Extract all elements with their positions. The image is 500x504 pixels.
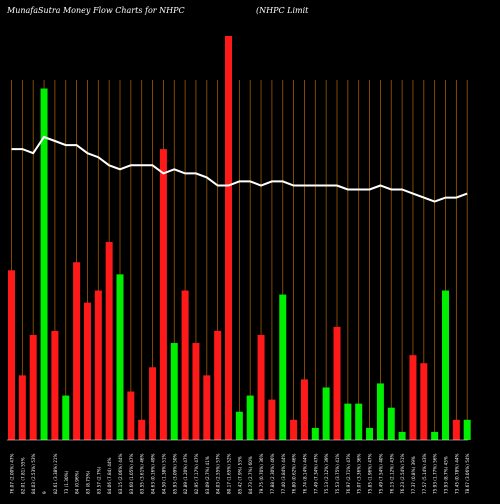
tick-label: 82.01 (7.81) 55% xyxy=(20,457,25,494)
tick-label: 79.75 (0.70%) 36% xyxy=(259,453,264,494)
tick-label: 83.60 (1.05%) 47% xyxy=(129,453,134,494)
bar xyxy=(105,242,113,440)
bar xyxy=(40,88,48,441)
tick-label: 83.15 (2.06%) 44% xyxy=(118,453,123,494)
tick-label: 78.67 (3.06%) 54% xyxy=(465,453,470,494)
bar xyxy=(290,419,298,440)
bar xyxy=(235,411,243,440)
tick-label: 76.13 (2.12%) 43% xyxy=(389,453,394,494)
bar xyxy=(51,330,59,440)
tick-label: 77.40 (3.84%) 44% xyxy=(281,453,286,494)
bar xyxy=(18,375,26,440)
tick-label: 76.23 (2.54%) 51% xyxy=(400,453,405,494)
bar xyxy=(431,431,439,440)
chart-title: MunafaSutra Money Flow Charts for NHPC xyxy=(7,6,185,15)
bar xyxy=(214,330,222,440)
tick-label: 84.06 (7.84) 44% xyxy=(107,457,112,494)
tick-label: 83.55 (3.61%) 46% xyxy=(140,453,145,494)
tick-label: 84.73 (2.7%) 60% xyxy=(248,456,253,494)
bar xyxy=(366,427,374,440)
line-path xyxy=(11,135,468,203)
tick-label: 83.09 (2.7%) 41% xyxy=(205,456,210,494)
bar xyxy=(322,387,330,440)
tick-label: 80.17 (1.65%) 52% xyxy=(227,453,232,494)
tick-label: 73.93 (8.7%) 45% xyxy=(444,456,449,494)
bar xyxy=(73,262,81,440)
tick-label: 85.93 (3.09%) 50% xyxy=(172,453,177,494)
tick-label: 84 (0.96%) xyxy=(75,470,80,494)
tick-label: 85.42 (7.9%) 53% xyxy=(237,456,242,494)
tick-label: 83 (8.75%) xyxy=(85,470,90,494)
tick-label: 75.13 (2.12%) 39% xyxy=(324,453,329,494)
bar xyxy=(355,403,363,440)
tick-label: 75.49 (7.54%) 40% xyxy=(378,453,383,494)
bar xyxy=(138,419,146,440)
bar xyxy=(181,290,189,440)
bar xyxy=(116,274,124,440)
tick-label: 77.37 (0.8%) 39% xyxy=(411,456,416,494)
tick-label: 84.50 (1.38%) 51% xyxy=(161,453,166,494)
bar xyxy=(300,379,308,440)
tick-label: 75.85 (1.96%) 47% xyxy=(368,453,373,494)
tick-label: 9 xyxy=(42,491,47,494)
tick-label: 75.53 (3.75%) 41% xyxy=(335,453,340,494)
bar xyxy=(257,334,265,440)
tick-label: 73.45 (0.78%) 44% xyxy=(454,453,459,494)
bar xyxy=(409,355,417,440)
bar xyxy=(127,391,135,440)
tick-label: 84.03 (2.53%) 53% xyxy=(31,453,36,494)
money-flow-line xyxy=(11,135,468,203)
bar xyxy=(344,403,352,440)
bar xyxy=(62,395,70,440)
tick-label: 75.07 (3.36%) 36% xyxy=(357,453,362,494)
bar xyxy=(279,294,287,440)
tick-label: 76.74 (8.14%) 44% xyxy=(302,453,307,494)
bar xyxy=(268,399,276,440)
bar xyxy=(442,290,449,440)
bar xyxy=(225,36,232,440)
tick-label: 77.57 (5.14%) 43% xyxy=(422,453,427,494)
tick-label: 76.07 (2.00%) 47% xyxy=(10,453,15,494)
chart-subtitle: (NHPC Limit xyxy=(256,6,309,15)
bar xyxy=(333,326,341,440)
tick-label: 77.49 (7.34%) 47% xyxy=(313,453,318,494)
bar xyxy=(170,343,178,440)
tick-labels: 76.07 (2.00%) 47% 82.01 (7.81) 55% 84.03 (… xyxy=(10,453,471,494)
bar xyxy=(387,407,395,440)
bar xyxy=(149,367,157,440)
bar xyxy=(192,343,200,440)
tick-label: 83.57 (2.7%) xyxy=(96,466,101,494)
tick-label: 84.63 (0.16%) 49% xyxy=(151,453,156,494)
bar xyxy=(8,270,15,440)
bar xyxy=(83,302,91,440)
bar xyxy=(311,427,319,440)
tick-label: 75.93 (1.77%) 56% xyxy=(433,453,438,494)
tick-label: 84.03 (2.55%) 57% xyxy=(216,453,221,494)
bar xyxy=(398,431,406,440)
tick-label: 77.88 (2.30%) 46% xyxy=(270,453,275,494)
bar xyxy=(246,395,254,440)
bar xyxy=(203,375,211,440)
bar xyxy=(159,149,167,440)
bar xyxy=(376,383,384,440)
tick-label: 82.61 (3.38%) 21% xyxy=(53,453,58,494)
tick-label: 82.95 (7.17%) 47% xyxy=(194,453,199,494)
bar xyxy=(452,419,460,440)
tick-label: 82.89 (1.20%) 47% xyxy=(183,453,188,494)
bar xyxy=(420,363,428,440)
tick-label: 76.97 (2.71%) 47% xyxy=(346,453,351,494)
bar xyxy=(463,419,471,440)
tick-label: 73 (1.30%) xyxy=(64,470,69,494)
tick-label: 76.80 (0.62%) 46% xyxy=(292,453,297,494)
bar xyxy=(29,334,37,440)
bar xyxy=(94,290,102,440)
bars xyxy=(8,36,471,441)
